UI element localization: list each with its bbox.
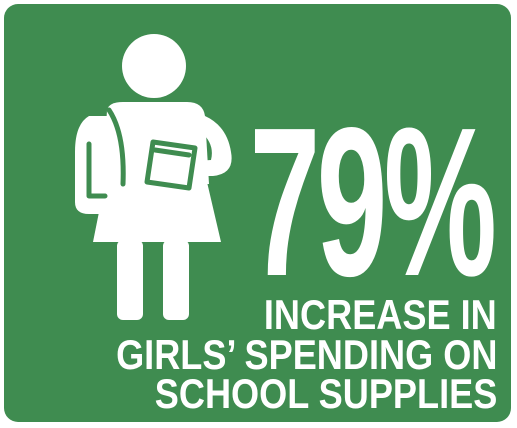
schoolgirl-with-backpack-and-book-icon bbox=[75, 34, 232, 320]
caption-line-1: INCREASE IN bbox=[264, 291, 497, 338]
stat-value: 79% bbox=[249, 83, 496, 320]
caption-line-3: SCHOOL SUPPLIES bbox=[154, 370, 497, 417]
caption-line-2: GIRLS’ SPENDING ON bbox=[115, 331, 497, 378]
infographic-card: 79% INCREASE IN GIRLS’ SPENDING ON SCHOO… bbox=[4, 4, 511, 422]
